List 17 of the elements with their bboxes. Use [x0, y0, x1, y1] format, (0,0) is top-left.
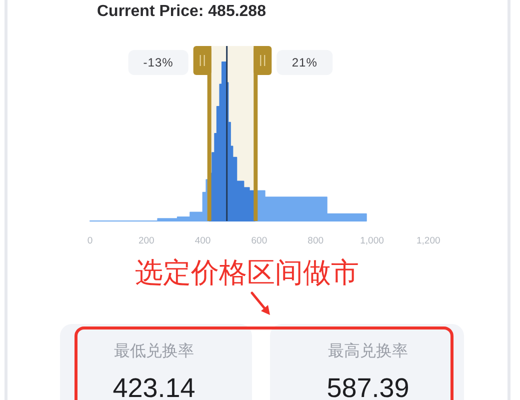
range-label: -13%: [128, 50, 188, 75]
annotation: 587.39: [326, 373, 410, 400]
x-tick: 800: [308, 236, 324, 246]
annotation: 423.14: [112, 373, 196, 400]
annotation: 最高兑换率: [328, 343, 408, 360]
range-label: 21%: [276, 50, 333, 75]
x-tick: 600: [251, 236, 268, 246]
x-tick: 200: [138, 236, 154, 246]
x-tick: 1,200: [416, 236, 440, 246]
title: Current Price: 485.288: [97, 3, 266, 20]
x-tick: 400: [194, 236, 211, 246]
annotation: -13%: [143, 56, 174, 70]
x-tick: 0: [87, 236, 93, 246]
x-tick: 1,000: [360, 236, 384, 246]
annotation: 选定价格区间做市: [135, 257, 359, 288]
annotation: 最低兑换率: [114, 343, 194, 360]
annotation: 21%: [292, 56, 318, 70]
